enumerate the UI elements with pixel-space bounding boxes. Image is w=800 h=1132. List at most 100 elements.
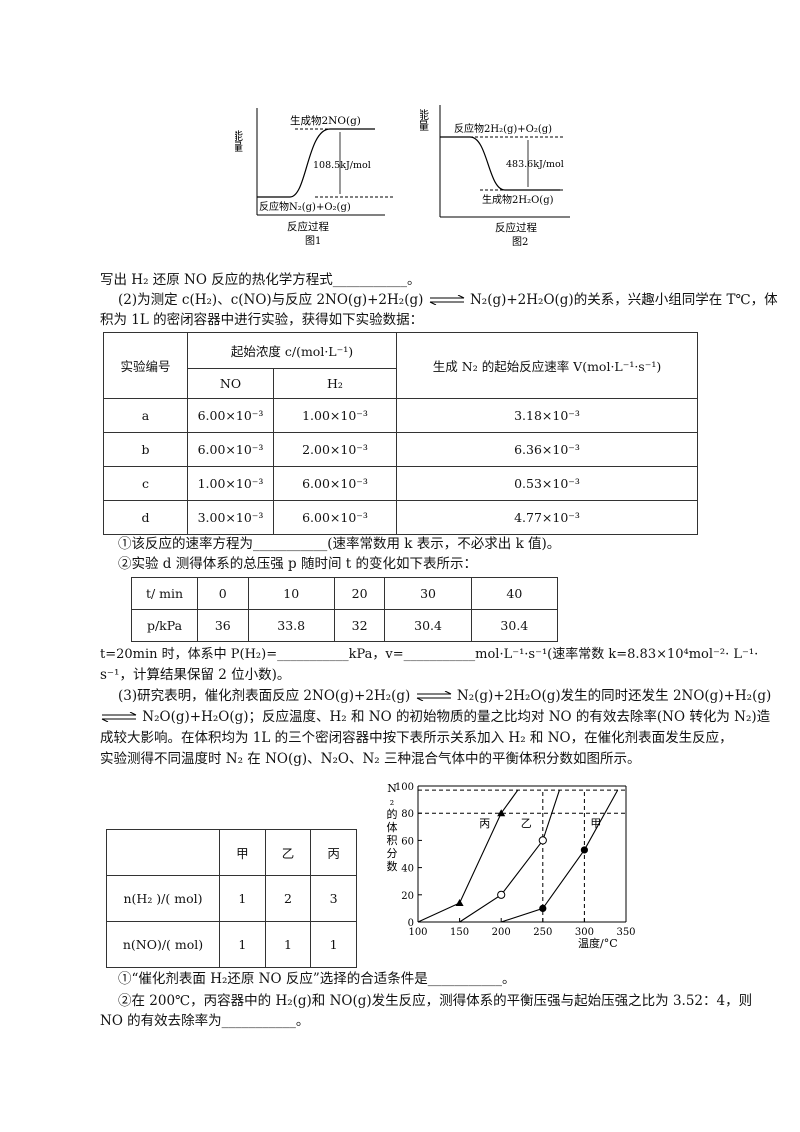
fig1-caption: 图1: [305, 235, 321, 247]
cell: 10: [247, 577, 335, 610]
question-3-intro: (3)研究表明，催化剂表面反应 2NO(g)+2H₂(g) N₂(g)+2H₂O…: [118, 686, 771, 707]
question-2-intro: (2)为测定 c(H₂)、c(NO)与反应 2NO(g)+2H₂(g) N₂(g…: [118, 290, 778, 311]
question-rate-eq: ①该反应的速率方程为___________(速率常数用 k 表示，不必求出 k …: [118, 536, 561, 552]
fig2-xlabel: 反应过程: [495, 221, 537, 234]
cell: 4.77×10⁻³: [396, 500, 698, 535]
y-tick-label: 60: [401, 836, 414, 847]
y-tick-label: 100: [395, 782, 414, 793]
ylabel-char: N: [387, 782, 397, 795]
fig1-xlabel: 反应过程: [287, 220, 329, 233]
question-2-intro-cont: 积为 1L 的密闭容器中进行实验，获得如下实验数据：: [100, 312, 424, 328]
pressure-table: t/ min 0 10 20 30 40 p/kPa 36 33.8 32 30.4 30.4: [131, 577, 559, 642]
cell: 40: [470, 577, 559, 610]
data-point: [497, 809, 506, 817]
ylabel-char: 分: [387, 847, 398, 860]
q2-part-a: (2)为测定 c(H₂)、c(NO)与反应 2NO(g)+2H₂(g): [118, 292, 424, 308]
cell: 0.53×10⁻³: [396, 466, 698, 501]
q2-part-b: N₂(g)+2H₂O(g)的关系，兴趣小组同学在 T℃，体: [469, 292, 778, 308]
question-removal: ②在 200℃，丙容器中的 H₂(g)和 NO(g)发生反应，测得体系的平衡压强…: [118, 993, 753, 1009]
cell: 20: [333, 577, 386, 610]
ylabel-char: 的: [387, 807, 398, 821]
reversible-arrow-icon: [428, 291, 466, 311]
cell: 1.00×10⁻³: [273, 398, 397, 433]
rate-table-header-rate: 生成 N₂ 的起始反应速率 V(mol·L⁻¹·s⁻¹): [396, 332, 698, 399]
ylabel-char: 体: [387, 820, 398, 834]
table-row: p/kPa 36 33.8 32 30.4 30.4: [131, 609, 559, 642]
series-label: 乙: [521, 817, 532, 830]
table-row: c 1.00×10⁻³ 6.00×10⁻³ 0.53×10⁻³: [103, 466, 698, 501]
cell: p/kPa: [131, 609, 198, 642]
cell: 1: [219, 875, 266, 922]
cell: 1: [310, 921, 357, 968]
series-line-甲: [501, 789, 619, 923]
data-point: [539, 904, 547, 912]
rate-table-sub-h2: H₂: [273, 368, 397, 399]
table-row: n(NO)/( mol) 1 1 1: [106, 921, 357, 968]
table-row: n(H₂ )/( mol) 1 2 3: [106, 875, 357, 922]
table-row: a 6.00×10⁻³ 1.00×10⁻³ 3.18×10⁻³: [103, 398, 698, 433]
cell: 6.00×10⁻³: [273, 500, 397, 535]
cell: 丙: [310, 829, 357, 876]
series-line-丙: [417, 789, 519, 923]
x-tick-label: 200: [492, 927, 511, 938]
x-tick-label: 100: [408, 927, 427, 938]
fig1-product: 生成物2NO(g): [290, 114, 361, 127]
y-tick-label: 40: [401, 864, 414, 875]
cell: 1.00×10⁻³: [187, 466, 274, 501]
cell: 0: [197, 577, 249, 610]
ylabel-char: 数: [387, 860, 398, 873]
cell: 32: [333, 609, 386, 642]
chart-xlabel: 温度/°C: [578, 936, 618, 950]
data-point: [455, 898, 464, 906]
table-row: 甲乙丙: [106, 829, 357, 876]
cell: 6.36×10⁻³: [396, 432, 698, 467]
cell: 3.18×10⁻³: [396, 398, 698, 433]
fig2-delta: 483.6kJ/mol: [506, 159, 564, 170]
ylabel-char: 积: [387, 834, 398, 847]
amount-table: 甲乙丙 n(H₂ )/( mol) 1 2 3 n(NO)/( mol) 1 1 1: [106, 829, 357, 968]
question-removal-cont: NO 的有效去除率为___________。: [100, 1013, 310, 1029]
cell: n(H₂ )/( mol): [106, 875, 220, 922]
rate-table-header-id: 实验编号: [103, 332, 188, 399]
q3-part-c: N₂O(g)+H₂O(g)；反应温度、H₂ 和 NO 的初始物质的量之比均对 N…: [142, 709, 771, 725]
y-tick-label: 80: [401, 809, 414, 820]
ylabel-char: ₂: [390, 795, 394, 808]
cell: 30.4: [384, 609, 472, 642]
rate-table: 实验编号 起始浓度 c/(mol·L⁻¹) 生成 N₂ 的起始反应速率 V(mo…: [103, 332, 698, 535]
cell: c: [103, 466, 188, 501]
cell: 甲: [219, 829, 266, 876]
rate-table-header-conc: 起始浓度 c/(mol·L⁻¹): [187, 332, 397, 369]
data-point: [497, 890, 506, 899]
y-tick-label: 0: [408, 918, 414, 929]
cell: 3.00×10⁻³: [187, 500, 274, 535]
fig2-ylabel: 能量: [420, 108, 430, 131]
cell: a: [103, 398, 188, 433]
series-line-乙: [459, 789, 560, 923]
question-3-intro-4: 实验测得不同温度时 N₂ 在 NO(g)、N₂O、N₂ 三种混合气体中的平衡体积…: [100, 751, 641, 767]
x-tick-label: 150: [450, 927, 469, 938]
energy-diagram-1: 能量 生成物2NO(g) 108.5kJ/mol 反应物N₂(g)+O₂(g) …: [235, 108, 395, 247]
cell: b: [103, 432, 188, 467]
cell: n(NO)/( mol): [106, 921, 220, 968]
fig2-caption: 图2: [512, 236, 528, 248]
q3-part-b: N₂(g)+2H₂O(g)发生的同时还发生 2NO(g)+H₂(g): [456, 688, 772, 704]
energy-diagram-2: 能量 反应物2H₂(g)+O₂(g) 483.6kJ/mol 生成物2H₂O(g…: [420, 105, 570, 248]
cell: 30: [384, 577, 472, 610]
cell: 1: [264, 921, 312, 968]
cell: t/ min: [131, 577, 198, 610]
cell: 6.00×10⁻³: [187, 432, 274, 467]
reversible-arrow-icon: [415, 687, 453, 707]
data-point: [580, 846, 588, 854]
cell: 1: [219, 921, 266, 968]
series-label: 丙: [479, 817, 490, 830]
cell: 30.4: [470, 609, 559, 642]
question-p-h2-cont: s⁻¹，计算结果保留 2 位小数)。: [100, 667, 291, 683]
q3-part-a: (3)研究表明，催化剂表面反应 2NO(g)+2H₂(g): [118, 688, 411, 704]
cell: 6.00×10⁻³: [187, 398, 274, 433]
fig1-reactant: 反应物N₂(g)+O₂(g): [259, 200, 351, 213]
fig1-ylabel: 能量: [235, 129, 244, 152]
x-tick-label: 300: [575, 927, 594, 938]
table-row: t/ min 0 10 20 30 40: [131, 577, 559, 610]
question-thermochem: 写出 H₂ 还原 NO 反应的热化学方程式___________。: [100, 272, 421, 288]
question-pressure: ②实验 d 测得体系的总压强 p 随时间 t 的变化如下表所示：: [118, 556, 477, 572]
